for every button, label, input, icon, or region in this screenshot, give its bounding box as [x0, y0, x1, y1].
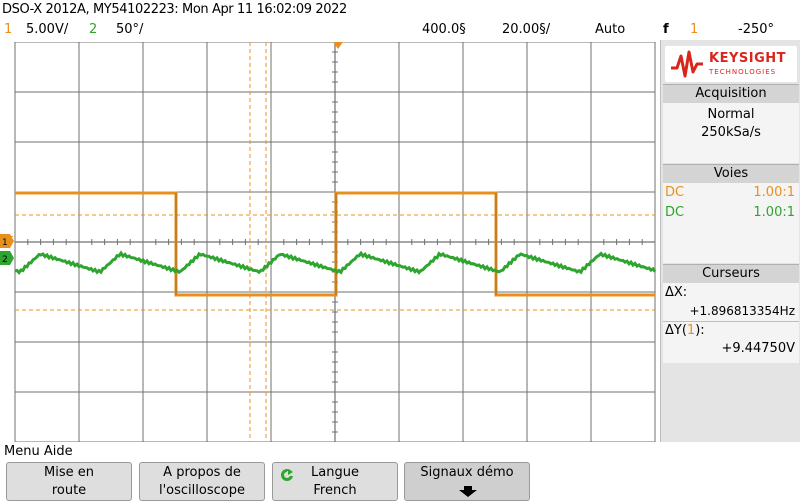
trigger-mode[interactable]: Auto [595, 22, 626, 37]
dx-value: +1.896813354Hz [689, 304, 795, 318]
ch2-number[interactable]: 2 [89, 22, 98, 37]
acq-rate: 250kSa/s [701, 125, 761, 140]
ch2-trace [14, 250, 657, 275]
acquisition-header[interactable]: Acquisition [663, 84, 799, 104]
curseurs-header[interactable]: Curseurs [663, 264, 799, 284]
ch1-coupling: DC [665, 185, 685, 200]
ch1-number[interactable]: 1 [4, 22, 13, 37]
waveform-svg: 1 2 T [0, 42, 660, 442]
ch1-ground-marker: 1 [0, 234, 14, 248]
trigger-channel[interactable]: 1 [690, 22, 699, 37]
window-title: DSO-X 2012A, MY54102223: Mon Apr 11 16:0… [2, 2, 347, 17]
down-arrow-icon [459, 486, 477, 497]
trigger-level[interactable]: -250° [738, 22, 775, 37]
ch2-scale[interactable]: 50°/ [116, 22, 144, 37]
trigger-level-marker: T [6, 235, 14, 246]
softkey-label: l'oscilloscope [159, 483, 245, 498]
side-panel: KEYSIGHT TECHNOLOGIES Acquisition Normal… [660, 40, 800, 442]
dy-label: ΔY(1): [665, 323, 705, 338]
softkey-label: Langue [311, 465, 359, 480]
softkey-label: A propos de [163, 465, 241, 480]
voies-body: DC 1.00:1 DC 1.00:1 [663, 183, 799, 263]
menu-title: Menu Aide [4, 444, 73, 459]
ch1-scale[interactable]: 5.00V/ [26, 22, 69, 37]
softkey-label: route [51, 483, 87, 498]
softkey-getting-started[interactable]: Mise en route [6, 462, 132, 501]
trigger-edge-icon: f [663, 22, 669, 37]
ch2-coupling: DC [665, 205, 685, 220]
refresh-icon [281, 469, 294, 481]
softkey-label: Signaux démo [420, 465, 514, 480]
curseurs-body: ΔX: +1.896813354Hz ΔY(1): +9.44750V [663, 283, 799, 363]
ch2-ground-marker: 2 [0, 251, 14, 265]
acquisition-body: Normal 250kSa/s [663, 103, 799, 163]
trigger-position-marker [333, 42, 343, 49]
brand-name: KEYSIGHT [709, 51, 786, 66]
ch2-probe: 1.00:1 [753, 205, 795, 220]
softkey-demo-signals[interactable]: Signaux démo [404, 462, 530, 501]
softkey-about[interactable]: A propos de l'oscilloscope [139, 462, 265, 501]
waveform-display[interactable]: 1 2 T [0, 42, 660, 442]
dx-label: ΔX: [665, 285, 688, 300]
keysight-logo: KEYSIGHT TECHNOLOGIES [665, 46, 797, 82]
voies-header[interactable]: Voies [663, 164, 799, 184]
status-bar: 1 5.00V/ 2 50°/ 400.0§ 20.00§/ Auto f 1 … [0, 20, 774, 40]
svg-text:T: T [6, 235, 14, 246]
softkey-label: French [313, 483, 357, 498]
time-delay[interactable]: 400.0§ [422, 22, 466, 37]
softkey-label: Mise en [44, 465, 94, 480]
cursor-lines [15, 42, 655, 442]
ch1-probe: 1.00:1 [753, 185, 795, 200]
acq-mode: Normal [707, 107, 755, 122]
svg-text:1: 1 [2, 238, 8, 248]
svg-text:2: 2 [2, 255, 8, 265]
dy-value: +9.44750V [721, 341, 795, 356]
brand-sub: TECHNOLOGIES [709, 68, 777, 76]
timebase[interactable]: 20.00§/ [502, 22, 551, 37]
softkey-language[interactable]: Langue French [272, 462, 398, 501]
keysight-wave-icon [671, 50, 703, 78]
